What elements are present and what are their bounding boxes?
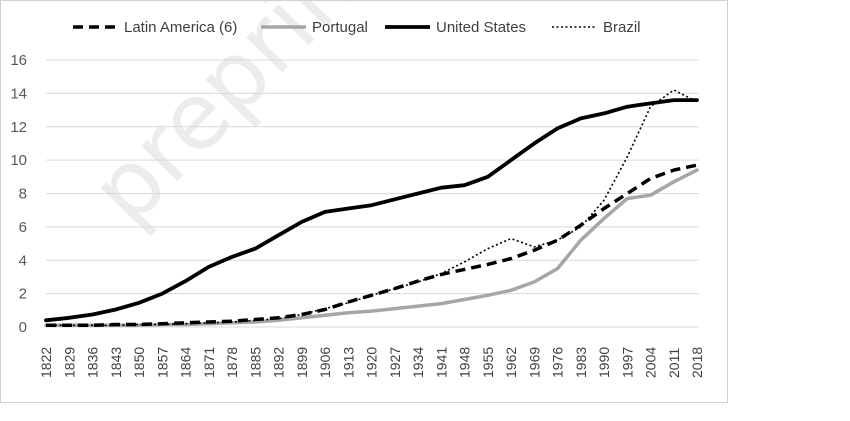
x-tick-label: 1955 bbox=[480, 347, 496, 378]
y-tick-label: 2 bbox=[19, 286, 27, 303]
x-tick-label: 1822 bbox=[38, 347, 54, 378]
x-tick-label: 1920 bbox=[364, 347, 380, 378]
legend-label: Portugal bbox=[312, 19, 368, 36]
x-tick-label: 1962 bbox=[503, 347, 519, 378]
gridlines bbox=[46, 59, 699, 328]
x-tick-label: 1948 bbox=[457, 347, 473, 378]
x-tick-label: 1913 bbox=[340, 347, 356, 378]
x-tick-label: 1997 bbox=[619, 347, 635, 378]
x-tick-label: 1976 bbox=[550, 347, 566, 378]
x-tick-label: 1941 bbox=[433, 347, 449, 378]
x-tick-label: 1983 bbox=[573, 347, 589, 378]
legend-label: United States bbox=[436, 19, 526, 36]
y-tick-label: 10 bbox=[10, 152, 27, 169]
y-tick-label: 12 bbox=[10, 119, 27, 136]
y-tick-label: 14 bbox=[10, 85, 27, 102]
x-tick-label: 1843 bbox=[108, 347, 124, 378]
series-line-brazil bbox=[46, 89, 698, 327]
y-axis-tick-labels: 0 2 4 6 8 10 12 14 16 bbox=[10, 52, 27, 336]
x-tick-label: 1927 bbox=[387, 347, 403, 378]
y-tick-label: 8 bbox=[19, 186, 27, 203]
y-tick-label: 6 bbox=[19, 219, 27, 236]
legend-label: Latin America (6) bbox=[124, 19, 237, 36]
x-tick-label: 1878 bbox=[224, 347, 240, 378]
y-tick-label: 16 bbox=[10, 52, 27, 69]
x-tick-label: 1906 bbox=[317, 347, 333, 378]
x-tick-label: 2004 bbox=[643, 347, 659, 378]
legend-label: Brazil bbox=[603, 19, 641, 36]
x-tick-label: 1857 bbox=[154, 347, 170, 378]
x-tick-label: 1892 bbox=[271, 347, 287, 378]
x-tick-label: 1871 bbox=[201, 347, 217, 378]
x-tick-label: 1990 bbox=[596, 347, 612, 378]
x-tick-label: 1864 bbox=[178, 347, 194, 378]
x-tick-label: 2011 bbox=[666, 348, 682, 378]
plot-area-border bbox=[0, 0, 728, 403]
x-tick-label: 1934 bbox=[410, 347, 426, 378]
x-tick-label: 2018 bbox=[689, 347, 705, 378]
series-line-united-states bbox=[44, 98, 699, 323]
x-axis-tick-labels: 1822 1829 1836 1843 1850 1857 1864 1871 1878 1885… bbox=[38, 347, 705, 378]
y-tick-label: 0 bbox=[19, 319, 27, 336]
x-tick-label: 1836 bbox=[85, 347, 101, 378]
x-tick-label: 1885 bbox=[247, 347, 263, 378]
series-lines bbox=[44, 89, 699, 328]
x-tick-label: 1969 bbox=[526, 347, 542, 378]
x-tick-label: 1829 bbox=[61, 347, 77, 378]
y-tick-label: 4 bbox=[19, 252, 27, 269]
legend: Latin America (6) Portugal United States Br… bbox=[73, 19, 641, 36]
x-tick-label: 1899 bbox=[294, 347, 310, 378]
x-tick-label: 1850 bbox=[131, 347, 147, 378]
